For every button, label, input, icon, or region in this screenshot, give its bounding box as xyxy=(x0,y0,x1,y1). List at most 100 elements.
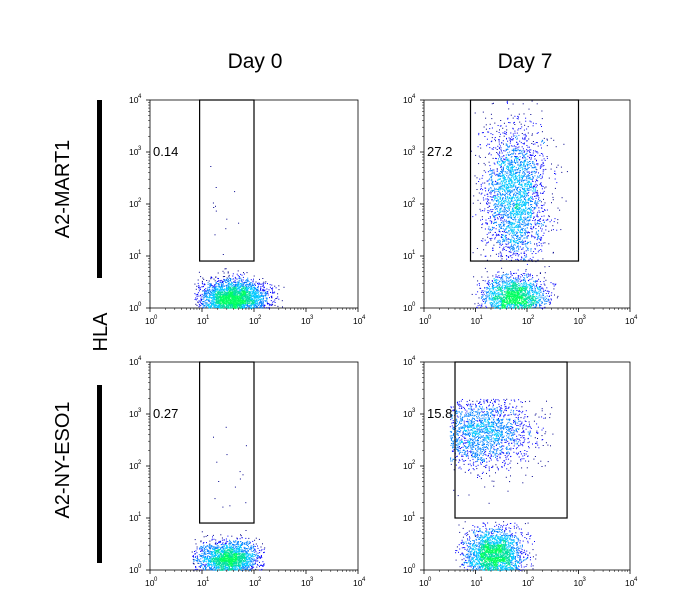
event-point xyxy=(240,301,242,303)
event-point xyxy=(218,293,220,294)
event-point xyxy=(501,306,503,308)
event-point xyxy=(242,286,244,288)
event-point xyxy=(541,141,543,143)
event-point xyxy=(230,295,232,297)
event-point xyxy=(241,286,243,288)
event-point xyxy=(525,283,527,285)
event-point xyxy=(546,290,548,292)
event-point xyxy=(536,285,537,287)
event-point xyxy=(232,300,234,302)
event-point xyxy=(489,297,490,299)
event-point xyxy=(507,146,509,148)
event-point xyxy=(525,269,527,270)
event-point xyxy=(491,118,493,120)
event-point xyxy=(505,297,507,299)
event-point xyxy=(220,292,221,294)
event-point xyxy=(236,273,238,275)
event-point xyxy=(220,290,222,292)
event-point xyxy=(227,299,229,301)
event-point xyxy=(258,299,259,301)
event-point xyxy=(553,283,555,285)
event-point xyxy=(267,294,269,296)
event-point xyxy=(236,293,238,295)
event-point xyxy=(512,283,514,285)
event-point xyxy=(487,287,489,289)
event-point xyxy=(236,298,238,299)
event-point xyxy=(200,304,202,306)
event-point xyxy=(496,276,498,278)
event-point xyxy=(529,258,531,260)
event-point xyxy=(241,299,243,301)
event-point xyxy=(509,303,511,305)
event-point xyxy=(203,297,205,299)
event-point xyxy=(539,286,541,288)
event-point xyxy=(262,303,264,305)
event-point xyxy=(231,297,233,299)
event-point xyxy=(495,286,497,288)
panel-a2-mart1-day-7: 27.210 010 010 110 110 210 210 310 310 410 4 xyxy=(403,94,638,326)
event-point xyxy=(536,301,538,302)
event-point xyxy=(525,304,527,305)
event-point xyxy=(228,302,230,304)
event-point xyxy=(245,285,247,286)
event-point xyxy=(253,297,255,299)
event-point xyxy=(243,291,245,293)
event-point xyxy=(253,284,255,286)
event-point xyxy=(501,281,503,283)
event-point xyxy=(266,288,268,290)
event-point xyxy=(504,291,506,293)
event-point xyxy=(485,291,487,293)
event-point xyxy=(215,286,217,288)
event-point xyxy=(206,297,208,299)
event-point xyxy=(251,291,253,293)
event-point xyxy=(491,127,493,129)
event-point xyxy=(502,284,504,286)
event-point xyxy=(261,302,263,304)
event-point xyxy=(517,294,519,296)
event-point xyxy=(250,304,252,306)
event-point xyxy=(510,273,512,275)
event-point xyxy=(242,279,244,281)
event-point xyxy=(502,274,504,276)
event-point xyxy=(520,210,522,211)
event-point xyxy=(517,205,519,207)
event-point xyxy=(222,287,223,289)
event-point xyxy=(262,278,264,279)
event-point xyxy=(224,288,226,290)
event-point xyxy=(218,298,220,300)
event-point xyxy=(248,301,250,303)
event-point xyxy=(223,293,225,295)
event-point xyxy=(216,306,218,308)
event-point xyxy=(247,285,249,287)
event-point xyxy=(522,286,524,288)
event-point xyxy=(524,291,526,293)
event-point xyxy=(272,292,274,294)
event-point xyxy=(495,305,497,307)
event-point xyxy=(218,294,220,296)
event-point xyxy=(238,305,239,307)
event-point xyxy=(513,277,514,279)
event-point xyxy=(524,279,526,281)
event-point xyxy=(256,292,257,294)
event-point xyxy=(202,283,204,285)
event-point xyxy=(237,284,239,286)
event-point xyxy=(217,277,219,279)
event-point xyxy=(243,307,245,309)
event-point xyxy=(232,288,234,290)
event-point xyxy=(225,299,227,301)
event-point xyxy=(536,275,538,277)
event-point xyxy=(527,132,529,134)
event-point xyxy=(232,273,234,275)
event-point xyxy=(248,288,250,290)
event-point xyxy=(533,280,535,282)
event-point xyxy=(511,228,513,230)
event-point xyxy=(236,304,238,306)
event-point xyxy=(476,307,478,309)
event-point xyxy=(242,300,244,302)
event-point xyxy=(549,303,551,305)
event-point xyxy=(499,284,501,286)
event-point xyxy=(264,300,266,302)
event-point xyxy=(509,307,511,309)
event-point xyxy=(257,294,259,296)
event-point xyxy=(235,299,237,301)
